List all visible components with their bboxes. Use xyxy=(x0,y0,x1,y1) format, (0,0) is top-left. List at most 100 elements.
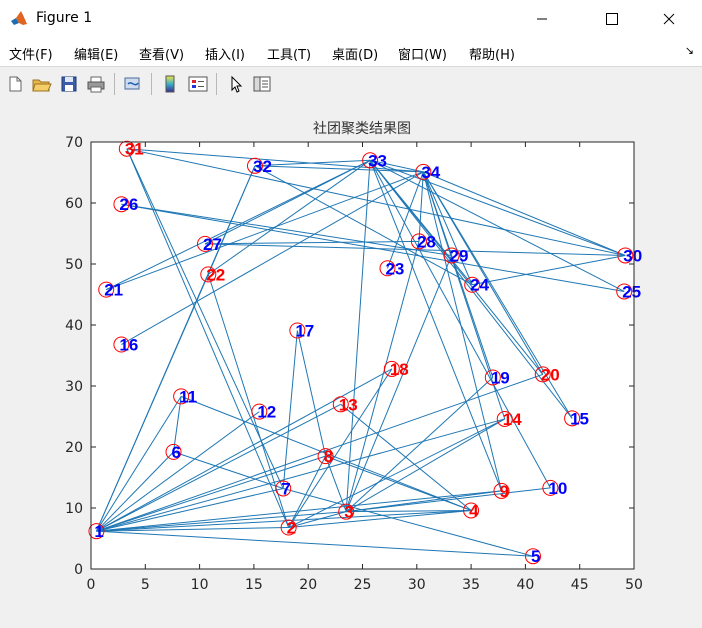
node-27-label: 27 xyxy=(203,235,222,254)
edge-28-34 xyxy=(418,171,424,242)
node-18-label: 18 xyxy=(390,360,409,379)
colorbar-icon[interactable] xyxy=(158,72,182,96)
node-16-marker xyxy=(113,336,130,353)
save-icon[interactable] xyxy=(57,72,81,96)
edge-1-11 xyxy=(96,396,182,532)
node-34-marker xyxy=(415,163,432,180)
x-tick-label: 0 xyxy=(87,577,96,593)
window-titlebar: Figure 1 xyxy=(0,0,702,38)
node-28-label: 28 xyxy=(417,232,436,251)
menu-desktop[interactable]: 桌面(D) xyxy=(332,48,379,63)
x-tick-label: 45 xyxy=(571,577,589,593)
edge-2-18 xyxy=(288,368,393,528)
x-tick-label: 30 xyxy=(408,577,426,593)
node-10-marker xyxy=(542,479,559,496)
x-tick-label: 40 xyxy=(516,577,534,593)
edge-1-5 xyxy=(96,530,534,557)
edge-34-21 xyxy=(106,171,424,291)
edge-7-17 xyxy=(282,330,298,489)
menu-file[interactable]: 文件(F) xyxy=(9,48,53,63)
node-31-label: 31 xyxy=(125,140,144,159)
node-30-marker xyxy=(617,247,634,264)
y-tick-label: 30 xyxy=(65,379,83,395)
node-15-label: 15 xyxy=(570,409,589,428)
edge-1-2 xyxy=(96,527,289,532)
print-icon[interactable] xyxy=(84,72,108,96)
node-6-marker xyxy=(165,443,182,460)
node-21-marker xyxy=(98,281,115,298)
dock-arrow-icon[interactable]: ↘ xyxy=(684,44,694,57)
y-tick-label: 20 xyxy=(65,440,83,456)
new-figure-icon[interactable] xyxy=(3,72,27,96)
menu-window[interactable]: 窗口(W) xyxy=(398,48,447,63)
node-26-marker xyxy=(113,196,130,213)
node-24-label: 24 xyxy=(470,276,489,295)
menu-view[interactable]: 查看(V) xyxy=(139,48,185,63)
open-file-icon[interactable] xyxy=(30,72,54,96)
node-33-label: 33 xyxy=(368,151,387,170)
menu-insert[interactable]: 插入(I) xyxy=(205,48,245,63)
chart-title: 社团聚类结果图 xyxy=(313,121,411,137)
node-20-label: 20 xyxy=(541,365,560,384)
edge-29-34 xyxy=(422,171,453,256)
property-inspector-icon[interactable] xyxy=(250,72,274,96)
matlab-logo-icon xyxy=(10,10,28,28)
edge-32-33 xyxy=(254,159,371,167)
edge-33-24 xyxy=(369,159,473,286)
node-4-marker xyxy=(463,502,480,519)
node-30-label: 30 xyxy=(623,246,642,265)
node-29-label: 29 xyxy=(450,246,469,265)
node-4-label: 4 xyxy=(469,501,479,520)
edge-1-20 xyxy=(96,373,543,532)
legend-icon[interactable] xyxy=(186,72,210,96)
edge-1-12 xyxy=(96,411,260,532)
close-button[interactable] xyxy=(646,0,692,38)
edge-10-33 xyxy=(369,160,551,489)
link-plot-icon[interactable] xyxy=(121,72,145,96)
edge-2-4 xyxy=(288,509,472,529)
menu-tools[interactable]: 工具(T) xyxy=(267,48,312,63)
maximize-button[interactable] xyxy=(589,0,635,38)
toolbar-separator xyxy=(216,73,217,95)
edge-15-33 xyxy=(369,159,573,419)
node-29-marker xyxy=(443,247,460,264)
edge-24-34 xyxy=(422,171,473,285)
edge-2-14 xyxy=(288,418,505,528)
node-32-label: 32 xyxy=(253,157,272,176)
menu-bar: 文件(F) 编辑(E) 查看(V) 插入(I) 工具(T) 桌面(D) 窗口(W… xyxy=(0,38,702,66)
edge-24-30 xyxy=(472,254,626,286)
edge-6-11 xyxy=(173,396,182,452)
node-13-label: 13 xyxy=(339,395,358,414)
minimize-button[interactable] xyxy=(519,0,565,38)
x-tick-label: 35 xyxy=(462,577,480,593)
node-23-label: 23 xyxy=(385,259,404,278)
node-33-marker xyxy=(362,152,379,169)
node-2-label: 2 xyxy=(287,519,296,538)
node-13-marker xyxy=(332,396,349,413)
edge-32-24 xyxy=(254,165,473,286)
pointer-icon[interactable] xyxy=(224,72,248,96)
edge-9-33 xyxy=(369,160,502,492)
edge-3-33 xyxy=(345,160,371,512)
node-9-label: 9 xyxy=(500,482,509,501)
edge-3-8 xyxy=(325,455,347,512)
edge-3-14 xyxy=(345,418,506,513)
menu-help[interactable]: 帮助(H) xyxy=(469,48,515,63)
edge-3-10 xyxy=(346,487,551,513)
edge-4-13 xyxy=(340,403,472,511)
node-22-marker xyxy=(200,266,217,283)
node-24-marker xyxy=(464,276,481,293)
node-9-marker xyxy=(493,482,510,499)
edge-32-34 xyxy=(254,165,424,173)
window-title: Figure 1 xyxy=(36,10,93,26)
node-15-marker xyxy=(564,410,581,427)
edge-23-34 xyxy=(387,171,424,269)
node-34-label: 34 xyxy=(421,163,440,182)
menu-edit[interactable]: 编辑(E) xyxy=(74,48,119,63)
edge-7-5 xyxy=(283,487,534,557)
node-5-marker xyxy=(525,548,542,565)
edge-1-14 xyxy=(96,418,505,532)
